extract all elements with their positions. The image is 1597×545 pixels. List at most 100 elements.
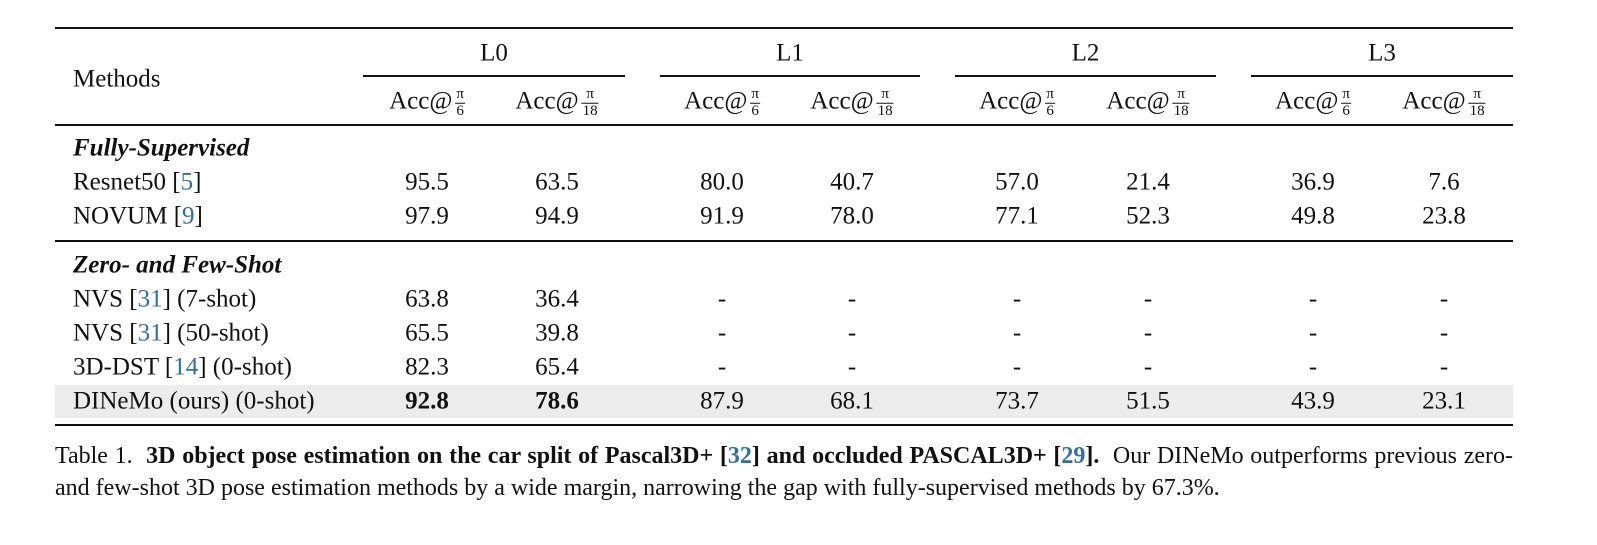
value-cell: -	[1012, 319, 1022, 347]
row-highlight	[55, 385, 1513, 418]
value-cell: -	[847, 319, 857, 347]
subheader: Acc@ π 6	[979, 85, 1055, 120]
value-cell: -	[1308, 319, 1318, 347]
method-text: NVS [	[73, 319, 138, 347]
method-name: NVS [31] (7-shot)	[73, 287, 256, 312]
fraction-num: π	[1046, 85, 1054, 102]
value-cell: 7.6	[1428, 168, 1460, 196]
value-cell: 91.9	[700, 202, 744, 230]
group-header: L1	[776, 39, 804, 67]
method-text: NVS [	[73, 285, 138, 313]
caption-text: Our DINeMo outperforms previous zero- an…	[55, 443, 1520, 501]
value-cell: -	[1012, 353, 1022, 381]
value-cell: -	[1439, 319, 1449, 347]
subheader-prefix: Acc@	[979, 87, 1043, 115]
fraction-num: π	[881, 85, 889, 102]
subheader-prefix: Acc@	[684, 87, 748, 115]
fraction: π 18	[581, 85, 599, 120]
caption-text: ].	[1085, 443, 1100, 469]
rule	[55, 424, 1513, 426]
method-name: DINeMo (ours) (0-shot)	[73, 389, 315, 414]
value-cell: 73.7	[995, 387, 1039, 415]
method-text: ]	[194, 202, 203, 230]
method-text: NOVUM [	[73, 202, 183, 230]
value-cell: -	[1439, 353, 1449, 381]
citation: 31	[137, 319, 163, 347]
group-header: L3	[1368, 39, 1396, 67]
fraction-den: 6	[750, 102, 760, 119]
value-cell: 40.7	[830, 168, 874, 196]
value-cell: -	[717, 285, 727, 313]
subheader-prefix: Acc@	[1106, 87, 1170, 115]
section-title: Zero- and Few-Shot	[73, 251, 282, 279]
value-cell: 95.5	[405, 168, 449, 196]
caption-text: 3D object pose estimation on the car spl…	[146, 443, 728, 469]
subheader: Acc@ π 18	[515, 85, 599, 120]
caption-citation: 32	[727, 443, 752, 469]
fraction-den: 18	[876, 102, 894, 119]
method-text: Resnet50 [	[73, 168, 181, 196]
fraction-num: π	[751, 85, 759, 102]
value-cell: -	[1143, 353, 1153, 381]
value-cell: 87.9	[700, 387, 744, 415]
caption: Table 1. 3D object pose estimation on th…	[55, 440, 1513, 504]
fraction-den: 18	[1468, 102, 1486, 119]
rule	[55, 240, 1513, 242]
value-cell: 36.4	[535, 285, 579, 313]
rule	[955, 75, 1216, 77]
value-cell: 21.4	[1126, 168, 1170, 196]
value-cell: 97.9	[405, 202, 449, 230]
citation: 14	[173, 353, 199, 381]
value-cell: 94.9	[535, 202, 579, 230]
caption-text: ] and occluded PASCAL3D+ [	[751, 443, 1062, 469]
rule	[660, 75, 920, 77]
method-text: 3D-DST [	[73, 353, 174, 381]
rule	[55, 27, 1513, 29]
value-cell: 65.5	[405, 319, 449, 347]
value-cell: 65.4	[535, 353, 579, 381]
value-cell: 51.5	[1126, 387, 1170, 415]
rule	[1251, 75, 1513, 77]
value-cell: -	[1308, 353, 1318, 381]
fraction-num: π	[1342, 85, 1350, 102]
header-methods: Methods	[73, 65, 161, 93]
value-cell: 23.1	[1422, 387, 1466, 415]
value-cell: 82.3	[405, 353, 449, 381]
group-header: L0	[480, 39, 508, 67]
value-cell: 39.8	[535, 319, 579, 347]
value-cell: -	[1143, 319, 1153, 347]
method-text: ]	[193, 168, 202, 196]
value-cell: 57.0	[995, 168, 1039, 196]
fraction: π 18	[876, 85, 894, 120]
citation: 9	[182, 202, 195, 230]
fraction-num: π	[586, 85, 594, 102]
subheader: Acc@ π 6	[684, 85, 760, 120]
value-cell: -	[1012, 285, 1022, 313]
value-cell: 80.0	[700, 168, 744, 196]
value-cell: 78.0	[830, 202, 874, 230]
section-title: Fully-Supervised	[73, 134, 250, 162]
fraction-den: 6	[455, 102, 465, 119]
value-cell: -	[1143, 285, 1153, 313]
subheader-prefix: Acc@	[389, 87, 453, 115]
caption-citation: 29	[1061, 443, 1086, 469]
fraction: π 18	[1172, 86, 1190, 120]
value-cell: 63.5	[535, 168, 579, 196]
group-header: L2	[1071, 39, 1100, 67]
value-cell: 78.6	[535, 387, 579, 415]
method-name: NOVUM [9]	[73, 204, 203, 229]
citation: 31	[137, 285, 163, 313]
subheader: Acc@ π 18	[810, 85, 894, 120]
value-cell: -	[1308, 285, 1318, 313]
method-text: ] (0-shot)	[198, 353, 292, 381]
value-cell: 68.1	[830, 387, 874, 415]
fraction-den: 18	[1172, 102, 1190, 119]
method-name: 3D-DST [14] (0-shot)	[73, 355, 292, 380]
subheader-prefix: Acc@	[810, 87, 874, 115]
value-cell: 63.8	[405, 285, 449, 313]
